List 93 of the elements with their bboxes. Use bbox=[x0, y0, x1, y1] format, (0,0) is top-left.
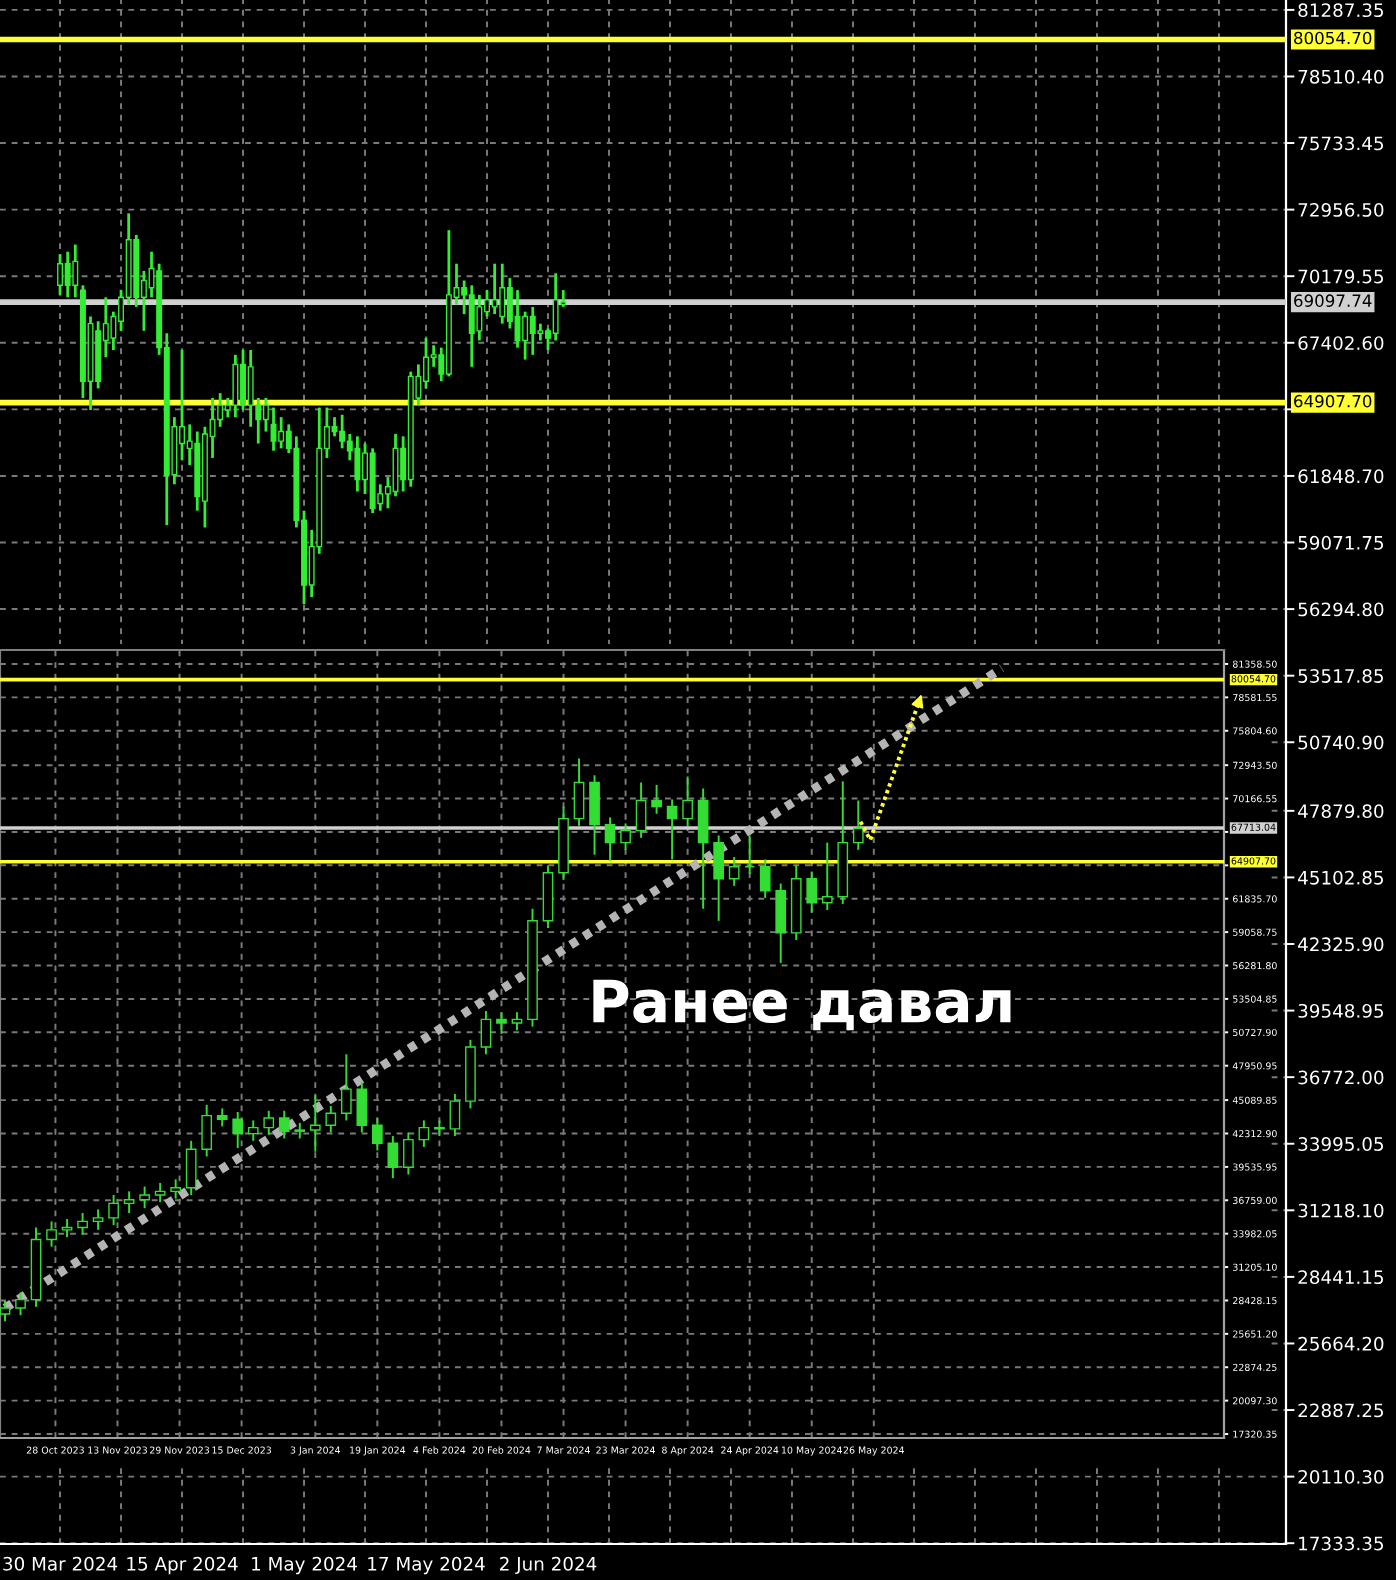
candlestick bbox=[491, 262, 498, 316]
candlestick bbox=[15, 1291, 26, 1317]
candlestick bbox=[201, 1103, 213, 1158]
candlestick bbox=[468, 283, 475, 369]
y-tick-label: 70179.55 bbox=[1298, 269, 1384, 284]
candlestick bbox=[216, 1107, 228, 1128]
y-tick-label: 72956.50 bbox=[1298, 202, 1384, 217]
candlestick bbox=[57, 252, 64, 297]
candlestick bbox=[728, 856, 740, 887]
candlestick bbox=[759, 858, 771, 899]
y-tick-label: 39548.95 bbox=[1298, 1003, 1384, 1018]
candlestick bbox=[309, 1094, 321, 1153]
ref-line-label: 64907.70 bbox=[1294, 394, 1372, 408]
candlestick bbox=[403, 1131, 414, 1176]
candlestick bbox=[139, 1185, 150, 1210]
candlestick bbox=[635, 781, 647, 839]
candlestick bbox=[64, 250, 71, 299]
candlestick bbox=[123, 1190, 135, 1214]
y-tick-label: 45102.85 bbox=[1298, 870, 1384, 885]
candlestick bbox=[263, 1109, 275, 1136]
candlestick bbox=[775, 882, 787, 964]
candlestick bbox=[821, 841, 833, 911]
candlestick bbox=[529, 305, 536, 357]
candlestick bbox=[651, 783, 662, 815]
candlestick bbox=[573, 757, 585, 827]
candlestick bbox=[185, 1139, 197, 1196]
candlestick bbox=[340, 1053, 352, 1122]
y-tick-label: 28441.15 bbox=[1298, 1270, 1384, 1285]
candlestick bbox=[392, 432, 399, 498]
candlestick bbox=[496, 1011, 507, 1035]
y-tick-label: 78510.40 bbox=[1298, 69, 1384, 84]
y-tick-label: 59071.75 bbox=[1298, 535, 1384, 550]
candlestick bbox=[476, 293, 483, 342]
candlestick bbox=[511, 1011, 523, 1032]
candlestick bbox=[713, 834, 725, 922]
candlestick bbox=[108, 1194, 119, 1227]
y-tick-label: 56294.80 bbox=[1298, 602, 1384, 617]
y-tick-label: 67402.60 bbox=[1298, 336, 1384, 351]
candlestick bbox=[354, 434, 361, 493]
y-tick-label: 75733.45 bbox=[1298, 136, 1384, 151]
candlestick bbox=[325, 1105, 337, 1134]
candlestick bbox=[552, 271, 559, 342]
y-tick-label: 22887.25 bbox=[1298, 1403, 1384, 1418]
candlestick bbox=[387, 1135, 399, 1180]
y-tick-label: 81287.35 bbox=[1298, 3, 1384, 18]
candlestick bbox=[232, 1111, 244, 1150]
candlestick bbox=[449, 1092, 461, 1138]
y-tick-label: 47879.80 bbox=[1298, 804, 1384, 819]
candlestick bbox=[499, 262, 506, 326]
y-tick-label: 53517.85 bbox=[1298, 669, 1384, 683]
x-tick-label: 1 May 2024 bbox=[252, 1556, 357, 1575]
candlestick bbox=[371, 1117, 383, 1152]
candlestick bbox=[247, 1119, 259, 1142]
candlestick bbox=[61, 1218, 73, 1239]
x-tick-label: 15 Apr 2024 bbox=[127, 1556, 238, 1575]
candlestick bbox=[604, 816, 616, 862]
candlestick bbox=[92, 1208, 104, 1231]
candlestick bbox=[666, 798, 678, 861]
candlestick bbox=[356, 1080, 368, 1134]
y-tick-label: 25664.20 bbox=[1298, 1336, 1384, 1351]
candlestick bbox=[0, 1299, 11, 1323]
candlestick bbox=[170, 1178, 182, 1200]
candlestick bbox=[744, 834, 756, 875]
candlestick bbox=[480, 1010, 492, 1056]
x-tick-label: 30 Mar 2024 bbox=[3, 1556, 118, 1571]
y-tick-label: 50740.90 bbox=[1298, 735, 1384, 750]
y-tick-label: 20110.30 bbox=[1298, 1469, 1384, 1484]
candlestick bbox=[278, 1109, 290, 1140]
y-tick-label: 31218.10 bbox=[1298, 1203, 1384, 1218]
y-tick-label: 42325.90 bbox=[1298, 937, 1384, 952]
candlestick bbox=[806, 870, 818, 914]
candlestick bbox=[154, 1181, 166, 1204]
candlestick bbox=[418, 1119, 430, 1148]
annotation: Ранее давал bbox=[593, 979, 1011, 1031]
y-tick-label: 61848.70 bbox=[1298, 469, 1384, 484]
ref-line-label: 69097.74 bbox=[1294, 294, 1372, 307]
y-tick-label: 17333.35 bbox=[1299, 1536, 1384, 1551]
candlestick bbox=[270, 406, 277, 453]
candlestick bbox=[46, 1220, 57, 1248]
x-tick-label: 17 May 2024 bbox=[368, 1556, 485, 1575]
candlestick bbox=[682, 775, 693, 827]
candlestick bbox=[620, 822, 631, 851]
candlestick bbox=[522, 310, 529, 362]
y-tick-label: 36772.00 bbox=[1298, 1070, 1384, 1085]
candlestick bbox=[589, 774, 600, 856]
y-tick-label: 33995.05 bbox=[1298, 1137, 1384, 1151]
x-tick-label: 2 Jun 2024 bbox=[500, 1556, 597, 1575]
candlestick bbox=[232, 353, 239, 419]
candlestick bbox=[852, 799, 864, 851]
candlestick bbox=[697, 787, 709, 910]
candlestick bbox=[77, 1212, 88, 1236]
candlestick bbox=[278, 415, 285, 450]
ref-line-label: 80054.70 bbox=[1294, 31, 1372, 45]
